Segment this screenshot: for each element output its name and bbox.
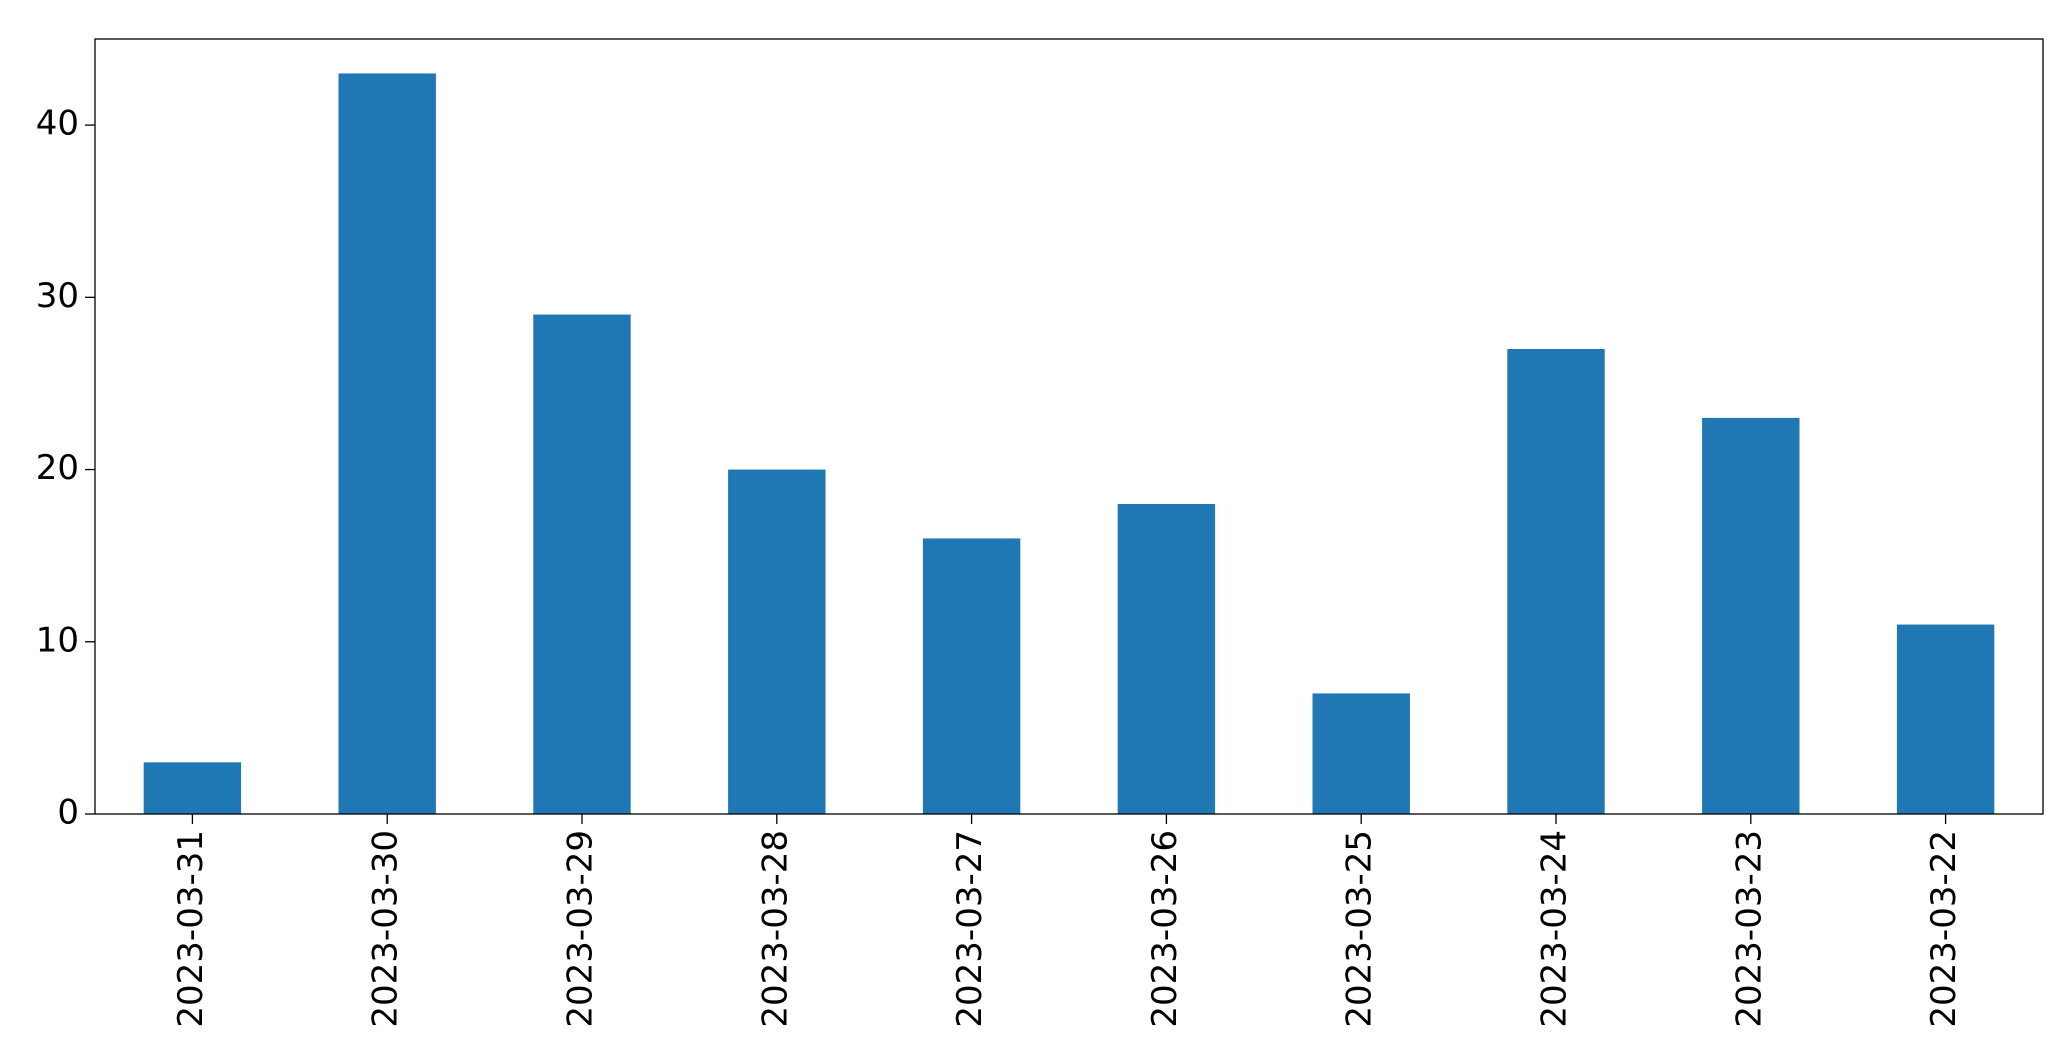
y-tick-label: 30	[36, 276, 79, 316]
bar-2023-03-28	[728, 469, 826, 814]
y-tick-label: 20	[36, 448, 79, 488]
x-tick-label: 2023-03-29	[561, 830, 601, 1028]
bar-2023-03-22	[1896, 624, 1995, 814]
x-tick-label: 2023-03-28	[755, 830, 795, 1028]
x-tick-label: 2023-03-30	[366, 830, 406, 1028]
bar-2023-03-25	[1312, 693, 1410, 814]
axes-layer	[94, 38, 2044, 815]
x-tick-label: 2023-03-31	[171, 830, 211, 1028]
x-tick-label: 2023-03-27	[950, 830, 990, 1028]
y-tick-label: 40	[36, 104, 79, 144]
plot-frame	[94, 38, 2044, 815]
bar-2023-03-29	[533, 314, 631, 814]
bars-layer	[143, 73, 1995, 814]
x-tick-label: 2023-03-26	[1145, 830, 1185, 1028]
bar-2023-03-23	[1702, 417, 1800, 814]
x-tick-label: 2023-03-25	[1340, 830, 1380, 1028]
bar-2023-03-30	[338, 73, 436, 814]
x-tick-label: 2023-03-22	[1924, 830, 1964, 1028]
x-tick-label: 2023-03-23	[1729, 830, 1769, 1028]
bar-2023-03-27	[922, 538, 1021, 814]
y-tick-label: 0	[57, 793, 79, 833]
bar-2023-03-26	[1117, 504, 1216, 814]
x-tick-label: 2023-03-24	[1535, 830, 1575, 1028]
x-axis-ticks: 2023-03-31 2023-03-30 2023-03-29 2023-03-28…	[171, 814, 1964, 1028]
y-axis-ticks: 0 10 20 30 40	[36, 104, 95, 833]
bar-2023-03-24	[1507, 349, 1605, 814]
bar-2023-03-31	[143, 762, 242, 814]
y-tick-label: 10	[36, 620, 79, 660]
